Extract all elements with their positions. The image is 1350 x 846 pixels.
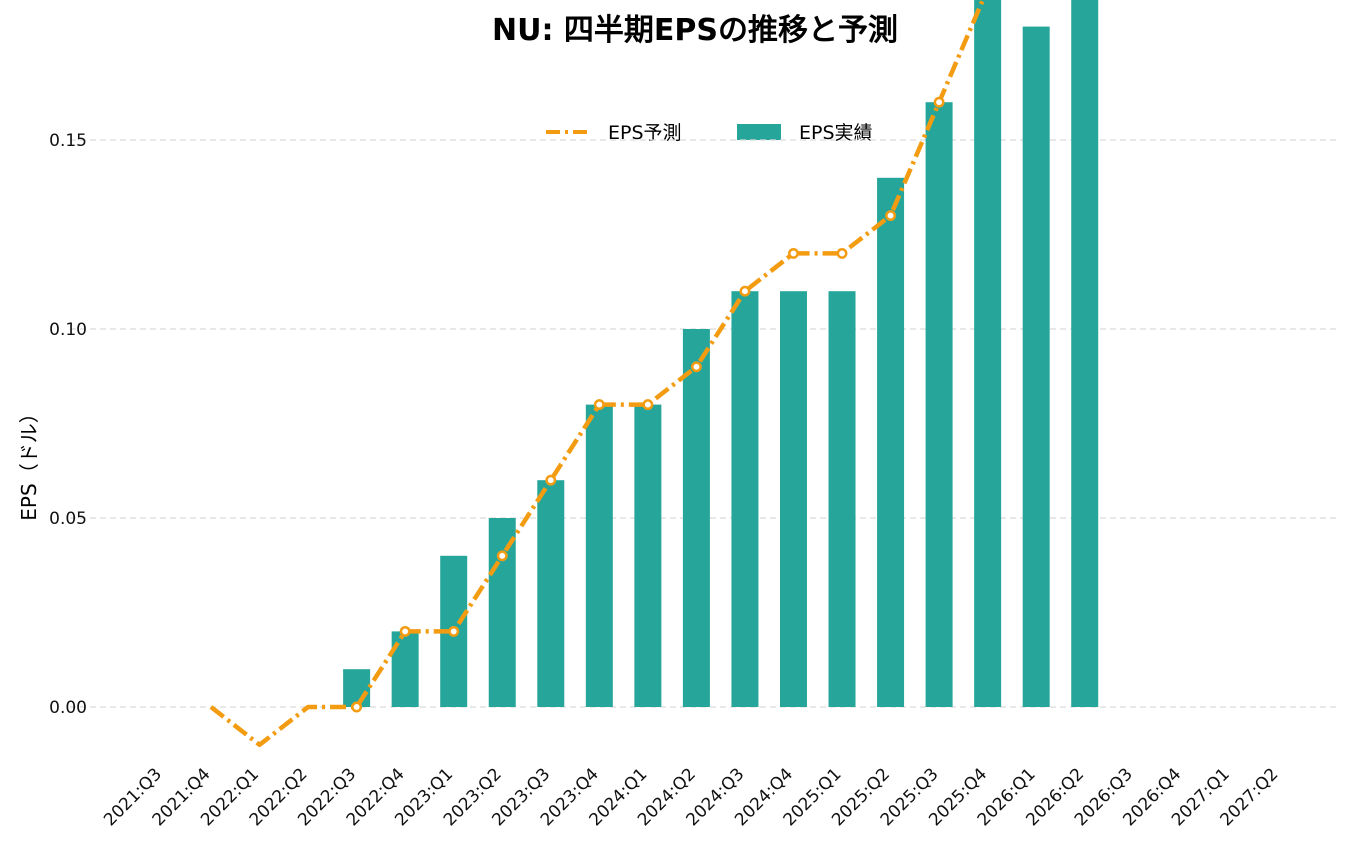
- eps-actual-bar: [343, 669, 371, 707]
- legend-actual-swatch: [737, 124, 781, 140]
- y-tick-label: 0.15: [49, 131, 87, 151]
- eps-actual-bar: [1071, 0, 1099, 707]
- y-tick-label: 0.10: [49, 320, 87, 340]
- eps-actual-bar: [682, 329, 710, 707]
- eps-actual-bar: [1022, 26, 1050, 708]
- forecast-marker: [885, 210, 897, 222]
- eps-actual-bar: [779, 291, 807, 707]
- forecast-marker: [351, 701, 363, 713]
- eps-actual-bar: [828, 291, 856, 707]
- actual-bars: [343, 0, 1099, 708]
- forecast-marker: [545, 474, 557, 486]
- forecast-marker: [933, 96, 945, 108]
- x-tick-labels: 2021:Q32021:Q42022:Q12022:Q22022:Q32022:…: [100, 764, 1282, 830]
- chart-title: NU: 四半期EPSの推移と予測: [492, 13, 898, 48]
- forecast-marker: [836, 247, 848, 259]
- eps-actual-bar: [877, 177, 905, 708]
- legend-forecast-label: EPS予測: [608, 122, 682, 144]
- forecast-marker: [690, 361, 702, 373]
- forecast-marker: [448, 625, 460, 637]
- forecast-marker: [399, 625, 411, 637]
- forecast-marker: [496, 550, 508, 562]
- eps-actual-bar: [537, 480, 565, 707]
- legend-actual-label: EPS実績: [799, 122, 873, 144]
- eps-actual-bar: [488, 518, 516, 707]
- eps-actual-bar: [974, 0, 1002, 708]
- forecast-marker: [593, 399, 605, 411]
- forecast-markers: [351, 96, 945, 713]
- y-tick-labels: 0.000.050.100.150.200.25: [49, 131, 87, 718]
- forecast-marker: [642, 399, 654, 411]
- y-tick-label: 0.05: [49, 509, 87, 529]
- eps-actual-bar: [925, 102, 953, 707]
- eps-actual-bar: [634, 404, 662, 707]
- y-tick-label: 0.00: [49, 698, 87, 718]
- y-axis-label: EPS（ドル）: [17, 403, 41, 520]
- eps-actual-bar: [585, 404, 613, 707]
- legend: EPS予測 EPS実績: [546, 122, 873, 144]
- eps-actual-bar: [731, 291, 759, 707]
- forecast-marker: [739, 285, 751, 297]
- forecast-marker: [788, 247, 799, 259]
